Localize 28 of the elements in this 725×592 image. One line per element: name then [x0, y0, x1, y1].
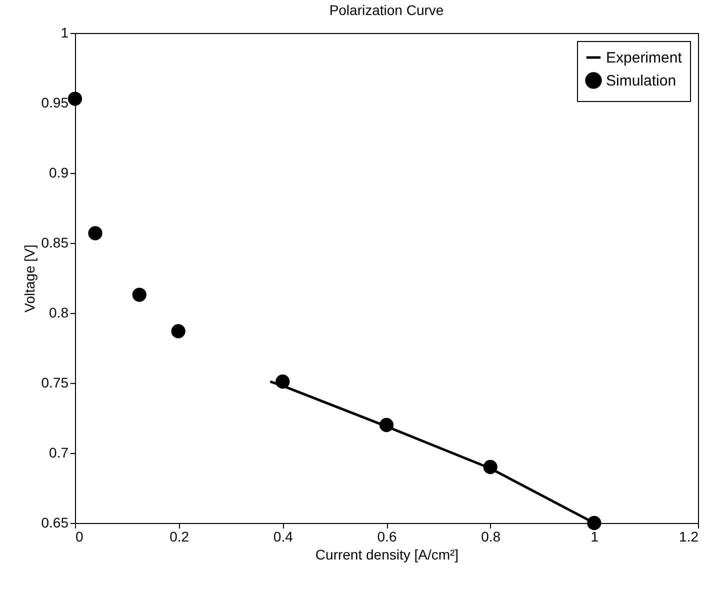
point: [276, 374, 290, 389]
point: [68, 92, 82, 106]
y-tick-label: 1: [60, 24, 69, 40]
x-tick-label: 1: [590, 528, 599, 544]
x-tick-label: 0.6: [377, 528, 397, 544]
legend-label: Experiment: [606, 50, 683, 66]
point: [379, 418, 394, 432]
x-tick-label: 0.2: [170, 528, 190, 544]
x-tick-label: 0: [76, 528, 84, 544]
point: [171, 324, 186, 338]
point: [88, 226, 102, 240]
y-tick-label: 0.7: [49, 444, 69, 460]
legend-label: Simulation: [606, 72, 676, 90]
y-tick-label: 0.9: [49, 164, 69, 180]
y-tick-label: 0.65: [41, 514, 69, 530]
point: [483, 460, 498, 474]
x-axis-title: Current density [A/cm²]: [315, 546, 459, 562]
y-tick-label: 0.85: [41, 234, 69, 250]
y-tick-label: 0.95: [41, 94, 69, 110]
point: [587, 516, 602, 530]
x-tick-label: 0.8: [481, 528, 501, 544]
y-axis-title: Voltage [V]: [21, 244, 38, 312]
x-tick-label: 1.2: [679, 528, 699, 544]
chart-title: Polarization Curve: [329, 2, 444, 18]
x-tick-label: 0.4: [273, 528, 294, 544]
y-tick-label: 0.75: [41, 374, 69, 390]
y-tick-label: 0.8: [49, 304, 69, 320]
point: [132, 288, 146, 302]
